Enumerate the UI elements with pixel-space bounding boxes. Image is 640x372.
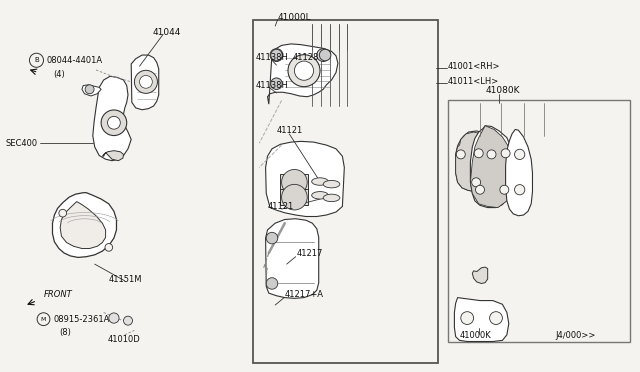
- Text: M: M: [41, 317, 46, 322]
- Polygon shape: [472, 267, 488, 283]
- Text: 41128: 41128: [292, 53, 319, 62]
- Text: 41001<RH>: 41001<RH>: [448, 62, 500, 71]
- Circle shape: [317, 49, 330, 61]
- Bar: [280, 189, 308, 205]
- Circle shape: [271, 78, 282, 89]
- Circle shape: [59, 209, 67, 217]
- Polygon shape: [131, 55, 159, 110]
- Circle shape: [29, 53, 44, 67]
- Text: 41000K: 41000K: [460, 331, 492, 340]
- Text: 08044-4401A: 08044-4401A: [47, 56, 103, 65]
- Circle shape: [266, 232, 278, 244]
- Polygon shape: [470, 126, 512, 208]
- Circle shape: [124, 316, 132, 325]
- Text: 41011<LH>: 41011<LH>: [448, 77, 499, 86]
- Text: (8): (8): [60, 328, 72, 337]
- Text: 41044: 41044: [152, 28, 180, 37]
- Polygon shape: [506, 129, 532, 216]
- Circle shape: [501, 149, 510, 158]
- Ellipse shape: [312, 178, 328, 185]
- Text: 41000L: 41000L: [278, 13, 312, 22]
- Text: B: B: [34, 57, 39, 63]
- Circle shape: [500, 185, 509, 194]
- Text: 41217: 41217: [296, 249, 323, 258]
- Circle shape: [85, 85, 94, 94]
- Text: SEC400: SEC400: [5, 139, 37, 148]
- Text: FRONT: FRONT: [44, 290, 72, 299]
- Text: 41121: 41121: [276, 126, 303, 135]
- Circle shape: [140, 76, 152, 88]
- Polygon shape: [456, 131, 498, 192]
- Circle shape: [294, 61, 314, 80]
- Circle shape: [270, 49, 283, 61]
- Text: 08915-2361A: 08915-2361A: [53, 315, 109, 324]
- Circle shape: [461, 312, 474, 324]
- Circle shape: [456, 150, 465, 159]
- Polygon shape: [266, 219, 319, 298]
- Polygon shape: [266, 141, 344, 217]
- Circle shape: [134, 70, 157, 93]
- Circle shape: [319, 49, 331, 61]
- Circle shape: [282, 170, 307, 195]
- Bar: [253, 20, 438, 363]
- Circle shape: [271, 49, 282, 61]
- Polygon shape: [470, 126, 512, 208]
- Circle shape: [515, 185, 525, 195]
- Circle shape: [282, 185, 307, 210]
- Polygon shape: [456, 132, 498, 192]
- Text: 41138H: 41138H: [256, 81, 289, 90]
- Bar: [448, 100, 630, 342]
- Text: J4∕000>>: J4∕000>>: [556, 331, 596, 340]
- Text: 41121: 41121: [268, 202, 294, 211]
- Text: 41010D: 41010D: [108, 335, 140, 344]
- Polygon shape: [82, 85, 101, 96]
- Circle shape: [515, 149, 525, 160]
- Circle shape: [109, 313, 119, 323]
- Polygon shape: [93, 76, 131, 161]
- Text: 41138H: 41138H: [256, 53, 289, 62]
- Circle shape: [474, 149, 483, 158]
- Ellipse shape: [323, 180, 340, 188]
- Circle shape: [266, 278, 278, 289]
- Circle shape: [288, 55, 320, 87]
- Bar: [280, 174, 308, 190]
- Circle shape: [105, 244, 113, 251]
- Circle shape: [476, 185, 484, 194]
- Ellipse shape: [312, 192, 328, 199]
- Text: 41217+A: 41217+A: [285, 291, 324, 299]
- Circle shape: [101, 110, 127, 135]
- Polygon shape: [60, 202, 106, 248]
- Polygon shape: [102, 151, 124, 161]
- Text: 41080K: 41080K: [485, 86, 520, 95]
- Polygon shape: [268, 44, 338, 104]
- Ellipse shape: [323, 194, 340, 202]
- Circle shape: [472, 178, 481, 187]
- Text: (4): (4): [53, 70, 65, 79]
- Circle shape: [487, 150, 496, 159]
- Circle shape: [490, 312, 502, 324]
- Polygon shape: [454, 298, 509, 341]
- Circle shape: [37, 313, 50, 326]
- Circle shape: [108, 116, 120, 129]
- Polygon shape: [52, 193, 116, 257]
- Text: 41151M: 41151M: [109, 275, 142, 283]
